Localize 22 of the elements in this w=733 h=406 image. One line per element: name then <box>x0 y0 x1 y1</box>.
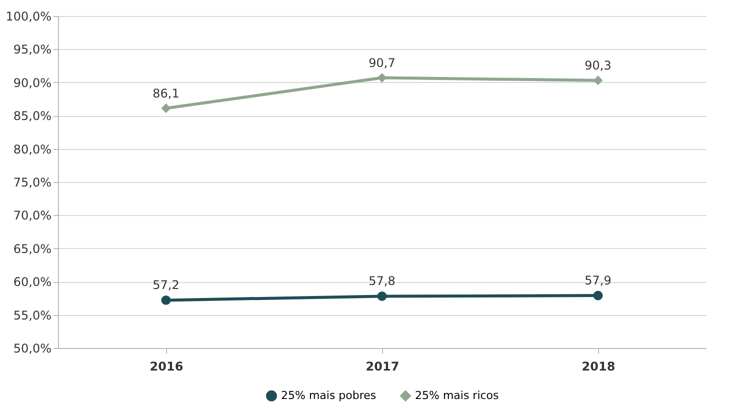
data-label: 57,8 <box>368 274 396 288</box>
data-label: 86,1 <box>152 86 180 100</box>
data-label: 57,9 <box>584 274 612 288</box>
y-tick-label: 75,0% <box>13 176 52 190</box>
y-tick-label: 95,0% <box>13 42 52 57</box>
y-tick-label: 80,0% <box>13 142 52 156</box>
legend-label: 25% mais pobres <box>281 388 376 402</box>
data-label: 57,2 <box>152 278 180 292</box>
x-tick-label: 2017 <box>366 360 400 374</box>
y-tick-label: 50,0% <box>13 342 52 356</box>
x-tick-label: 2018 <box>582 360 616 374</box>
legend-label: 25% mais ricos <box>415 388 500 402</box>
y-tick-label: 65,0% <box>13 242 52 256</box>
data-label: 90,3 <box>584 58 612 72</box>
data-label: 90,7 <box>368 56 396 70</box>
y-tick-label: 100,0% <box>6 10 52 24</box>
x-tick-label: 2016 <box>150 360 184 374</box>
y-tick-label: 55,0% <box>13 308 52 322</box>
y-tick-label: 60,0% <box>13 275 52 290</box>
y-tick-label: 70,0% <box>13 208 52 223</box>
y-tick-label: 85,0% <box>13 109 52 124</box>
y-tick-label: 90,0% <box>13 76 52 90</box>
